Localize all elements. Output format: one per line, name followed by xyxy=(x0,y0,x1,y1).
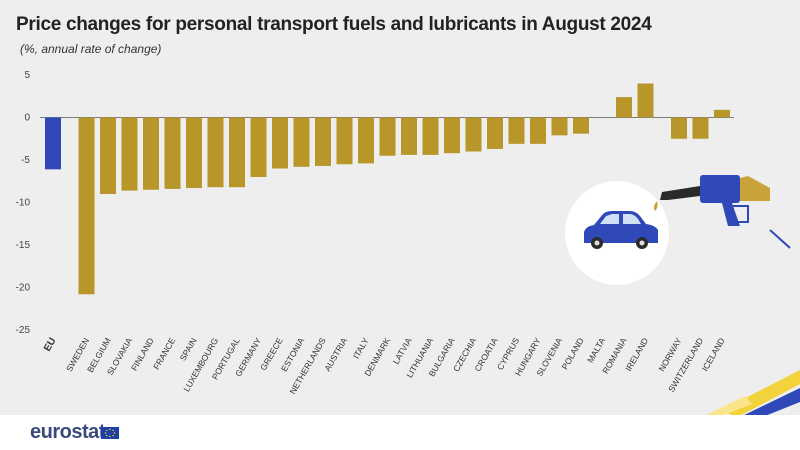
y-tick-label: 0 xyxy=(24,113,30,124)
bars xyxy=(45,83,730,295)
bar-hungary xyxy=(530,117,546,144)
chart-title: Price changes for personal transport fue… xyxy=(16,14,652,35)
bar-austria xyxy=(336,117,353,165)
eu-flag-icon xyxy=(101,427,119,439)
y-tick-label: -25 xyxy=(16,325,31,336)
bar-germany xyxy=(250,117,267,177)
category-label-italy: ITALY xyxy=(351,336,371,361)
bar-luxembourg xyxy=(207,117,224,188)
eurostat-logo: eurostat xyxy=(30,421,105,443)
category-label-malta: MALTA xyxy=(585,336,607,365)
bar-france xyxy=(164,117,181,189)
bar-poland xyxy=(573,117,589,134)
bar-lithuania xyxy=(422,117,439,155)
bar-greece xyxy=(272,117,288,169)
bar-sweden xyxy=(78,117,95,295)
fuel-nozzle-icon xyxy=(653,175,791,249)
bar-bulgaria xyxy=(444,117,460,154)
bar-estonia xyxy=(293,117,310,167)
bar-czechia xyxy=(465,117,482,152)
bar-portugal xyxy=(229,117,245,188)
bar-eu xyxy=(45,117,61,170)
corner-stripes xyxy=(706,370,800,415)
bar-italy xyxy=(358,117,374,164)
bar-norway xyxy=(671,117,687,139)
bar-iceland xyxy=(714,109,730,118)
car-icon xyxy=(584,211,658,249)
bar-finland xyxy=(143,117,159,190)
bar-latvia xyxy=(401,117,417,155)
bar-ireland xyxy=(637,83,654,118)
category-label-latvia: LATVIA xyxy=(391,336,414,366)
bar-belgium xyxy=(100,117,116,194)
bar-slovenia xyxy=(551,117,568,136)
chart-subtitle: (%, annual rate of change) xyxy=(20,42,162,56)
bar-chart: 5 0 -5 -10 -15 -20 -25 EU SWEDENBELGIUMSLOVAKIA… xyxy=(16,70,800,415)
bar-netherlands xyxy=(315,117,331,166)
y-tick-label: -15 xyxy=(16,240,31,251)
footer: eurostat xyxy=(0,415,800,450)
y-tick-label: -20 xyxy=(16,283,31,294)
y-tick-label: -5 xyxy=(21,155,30,166)
fuel-illustration xyxy=(565,175,800,415)
bar-croatia xyxy=(487,117,503,149)
y-tick-label: 5 xyxy=(24,70,30,81)
bar-spain xyxy=(186,117,202,189)
category-label-eu: EU xyxy=(42,336,58,354)
bar-switzerland xyxy=(692,117,709,139)
y-tick-label: -10 xyxy=(16,198,31,209)
bar-romania xyxy=(616,97,632,118)
category-label-spain: SPAIN xyxy=(178,336,199,363)
bar-slovakia xyxy=(121,117,138,191)
bar-denmark xyxy=(379,117,396,156)
bar-cyprus xyxy=(508,117,525,144)
